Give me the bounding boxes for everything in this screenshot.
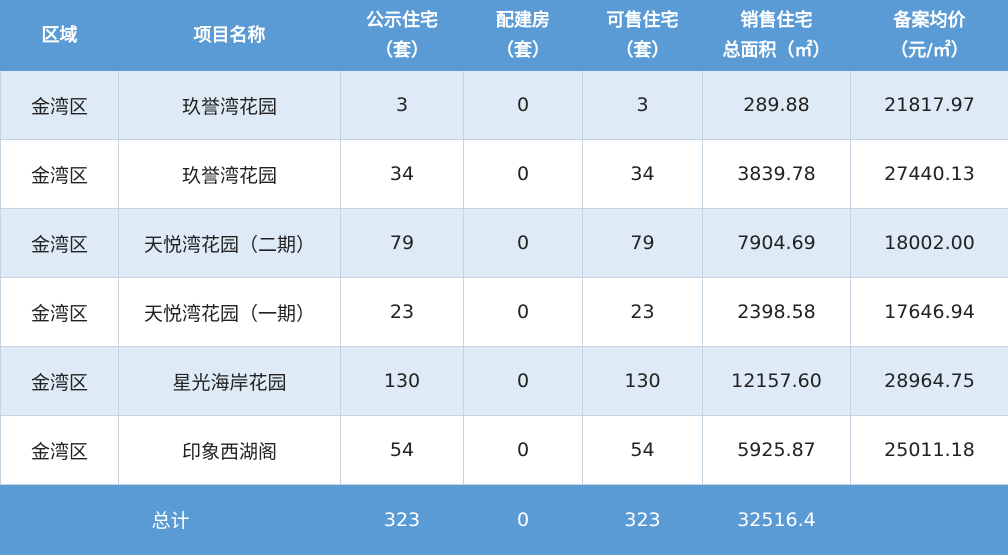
column-header: 项目名称 xyxy=(119,1,341,71)
column-header: 配建房（套） xyxy=(464,1,583,71)
table-cell: 玖誉湾花园 xyxy=(119,71,341,140)
column-header: 备案均价（元/㎡） xyxy=(851,1,1008,71)
table-cell: 7904.69 xyxy=(703,209,851,278)
table-cell: 0 xyxy=(464,278,583,347)
table-cell: 金湾区 xyxy=(1,140,119,209)
column-header-line1: 区域 xyxy=(1,21,118,51)
column-header: 可售住宅（套） xyxy=(583,1,703,71)
table-cell: 0 xyxy=(464,71,583,140)
table-cell: 79 xyxy=(583,209,703,278)
table-cell: 34 xyxy=(341,140,464,209)
column-header-line1: 备案均价 xyxy=(851,6,1008,36)
table-cell: 23 xyxy=(341,278,464,347)
table-cell: 130 xyxy=(583,347,703,416)
table-cell: 玖誉湾花园 xyxy=(119,140,341,209)
table-cell: 289.88 xyxy=(703,71,851,140)
table-cell: 印象西湖阁 xyxy=(119,416,341,485)
table-cell: 54 xyxy=(583,416,703,485)
table-cell: 金湾区 xyxy=(1,71,119,140)
column-header-line1: 可售住宅 xyxy=(583,6,702,36)
table-cell: 3839.78 xyxy=(703,140,851,209)
column-header-line1: 配建房 xyxy=(464,6,582,36)
table-cell: 130 xyxy=(341,347,464,416)
total-row: 总计 323 0 323 32516.4 xyxy=(1,485,1008,555)
total-saleable: 323 xyxy=(583,485,703,555)
column-header-line2: （套） xyxy=(583,36,702,66)
total-area: 32516.4 xyxy=(703,485,851,555)
table-cell: 0 xyxy=(464,347,583,416)
table-cell: 0 xyxy=(464,140,583,209)
column-header: 公示住宅（套） xyxy=(341,1,464,71)
column-header-line2: 总面积（㎡） xyxy=(703,36,850,66)
table-cell: 金湾区 xyxy=(1,347,119,416)
table-cell: 0 xyxy=(464,209,583,278)
table-cell: 5925.87 xyxy=(703,416,851,485)
total-label: 总计 xyxy=(1,485,341,555)
table-cell: 54 xyxy=(341,416,464,485)
table-cell: 25011.18 xyxy=(851,416,1008,485)
total-price xyxy=(851,485,1008,555)
table-cell: 3 xyxy=(583,71,703,140)
table-cell: 金湾区 xyxy=(1,278,119,347)
table-cell: 18002.00 xyxy=(851,209,1008,278)
table-cell: 0 xyxy=(464,416,583,485)
table-cell: 3 xyxy=(341,71,464,140)
column-header-line2: （套） xyxy=(341,36,463,66)
table-cell: 2398.58 xyxy=(703,278,851,347)
table-cell: 28964.75 xyxy=(851,347,1008,416)
table-cell: 星光海岸花园 xyxy=(119,347,341,416)
table-cell: 34 xyxy=(583,140,703,209)
column-header-line2: （元/㎡） xyxy=(851,36,1008,66)
table-cell: 金湾区 xyxy=(1,416,119,485)
table-cell: 17646.94 xyxy=(851,278,1008,347)
table-cell: 79 xyxy=(341,209,464,278)
table-cell: 金湾区 xyxy=(1,209,119,278)
column-header-line1: 销售住宅 xyxy=(703,6,850,36)
column-header-line1: 公示住宅 xyxy=(341,6,463,36)
column-header-line1: 项目名称 xyxy=(119,21,340,51)
table-cell: 天悦湾花园（一期） xyxy=(119,278,341,347)
table-cell: 23 xyxy=(583,278,703,347)
column-header: 区域 xyxy=(1,1,119,71)
column-header-line2: （套） xyxy=(464,36,582,66)
total-public: 323 xyxy=(341,485,464,555)
table-cell: 21817.97 xyxy=(851,71,1008,140)
column-header: 销售住宅总面积（㎡） xyxy=(703,1,851,71)
table-cell: 27440.13 xyxy=(851,140,1008,209)
table-cell: 天悦湾花园（二期） xyxy=(119,209,341,278)
table-cell: 12157.60 xyxy=(703,347,851,416)
total-supporting: 0 xyxy=(464,485,583,555)
header-row: 区域项目名称公示住宅（套）配建房（套）可售住宅（套）销售住宅总面积（㎡）备案均价… xyxy=(1,1,1008,71)
